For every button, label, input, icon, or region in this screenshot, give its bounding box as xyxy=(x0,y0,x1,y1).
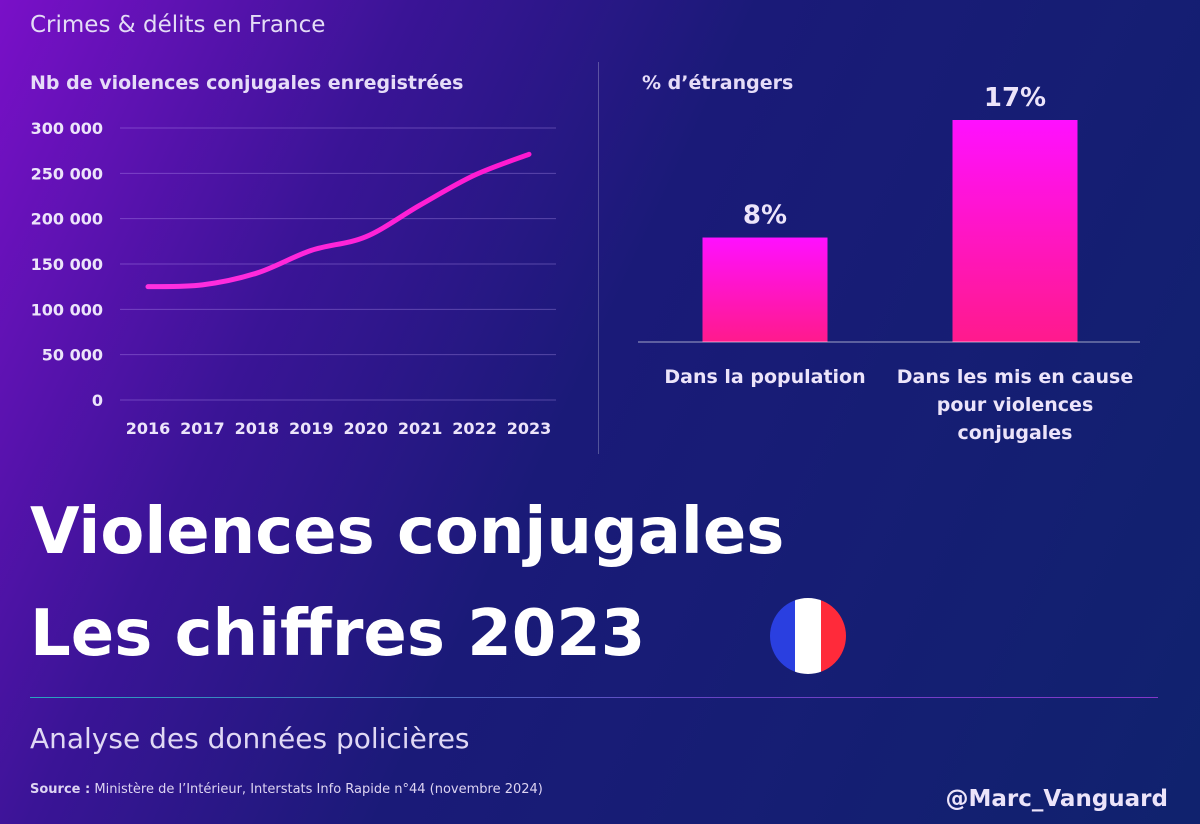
bar-value-label: 8% xyxy=(743,201,787,231)
category-label: Dans la population xyxy=(664,366,865,388)
y-tick-label: 300 000 xyxy=(31,119,103,138)
separator-line xyxy=(30,697,1158,698)
y-tick-label: 250 000 xyxy=(31,164,103,183)
subtitle: Analyse des données policières xyxy=(30,722,470,755)
bar-chart: 8% 17% Dans la population Dans les mis en … xyxy=(638,83,1140,444)
chart-divider xyxy=(598,62,599,454)
kicker-title: Crimes & délits en France xyxy=(30,12,326,38)
y-tick-label: 150 000 xyxy=(31,255,103,274)
headline-line-2: Les chiffres 2023 xyxy=(30,597,646,671)
author-handle: @Marc_Vanguard xyxy=(945,786,1169,812)
y-tick-label: 50 000 xyxy=(42,346,103,365)
y-tick-label: 0 xyxy=(92,391,103,410)
bar-value-label: 17% xyxy=(984,83,1046,113)
x-tick-label: 2018 xyxy=(235,419,280,438)
source-text: Ministère de l’Intérieur, Interstats Inf… xyxy=(94,782,543,797)
line-series xyxy=(145,151,532,290)
x-tick-label: 2023 xyxy=(507,419,552,438)
source-note: Source : Ministère de l’Intérieur, Inter… xyxy=(30,782,543,797)
category-label: pour violences xyxy=(937,394,1094,416)
x-tick-label: 2019 xyxy=(289,419,334,438)
x-tick-label: 2017 xyxy=(180,419,225,438)
bar-chart-title: % d’étrangers xyxy=(642,72,794,94)
x-tick-label: 2016 xyxy=(126,419,171,438)
y-tick-label: 200 000 xyxy=(31,210,103,229)
line-chart-title: Nb de violences conjugales enregistrées xyxy=(30,72,464,94)
bar xyxy=(702,237,828,342)
x-tick-label: 2021 xyxy=(398,419,443,438)
y-tick-label: 100 000 xyxy=(31,300,103,319)
category-label: Dans les mis en cause xyxy=(897,366,1133,388)
line-chart: 0 50 000 100 000 150 000 200 000 250 000 300 0… xyxy=(31,119,556,438)
x-tick-label: 2022 xyxy=(452,419,497,438)
source-label: Source : xyxy=(30,782,91,797)
france-flag-icon xyxy=(770,598,846,674)
category-label: conjugales xyxy=(957,422,1072,444)
headline-line-1: Violences conjugales xyxy=(30,495,785,569)
bar xyxy=(952,120,1078,342)
x-tick-label: 2020 xyxy=(343,419,388,438)
